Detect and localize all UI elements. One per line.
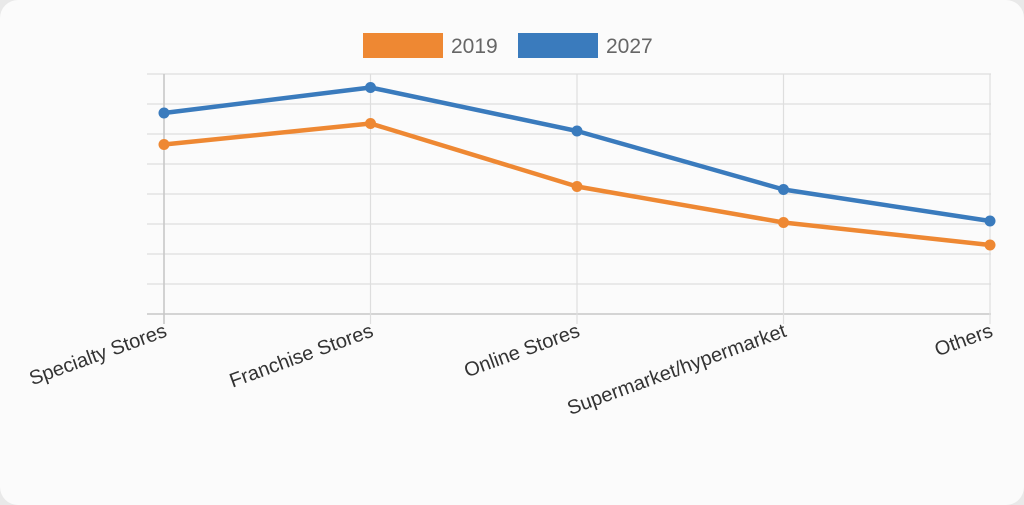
legend: 2019 2027 — [363, 33, 653, 58]
x-tick-label: Franchise Stores — [227, 320, 377, 392]
data-point-2027-4[interactable] — [984, 215, 996, 227]
series-layer — [158, 82, 996, 251]
data-point-2019-4[interactable] — [984, 239, 996, 251]
data-point-2019-2[interactable] — [571, 181, 583, 192]
legend-swatch-2027[interactable] — [518, 33, 598, 58]
data-point-2027-2[interactable] — [571, 125, 583, 137]
data-point-2019-0[interactable] — [158, 139, 170, 150]
x-tick-label: Others — [932, 320, 996, 361]
data-point-2019-3[interactable] — [778, 217, 789, 228]
data-point-2027-0[interactable] — [158, 107, 170, 119]
x-axis-ticks: Specialty Stores Franchise Stores Online S… — [26, 320, 995, 420]
data-point-2019-1[interactable] — [365, 118, 376, 129]
legend-label-2027[interactable]: 2027 — [606, 35, 653, 58]
grid — [147, 73, 991, 324]
x-tick-label: Specialty Stores — [26, 320, 169, 390]
data-point-2027-3[interactable] — [778, 184, 789, 195]
legend-label-2019[interactable]: 2019 — [451, 35, 498, 58]
legend-swatch-2019[interactable] — [363, 33, 443, 58]
x-tick-label: Online Stores — [461, 320, 582, 382]
x-tick-label: Supermarket/hypermarket — [564, 320, 789, 420]
data-point-2027-1[interactable] — [365, 82, 376, 93]
